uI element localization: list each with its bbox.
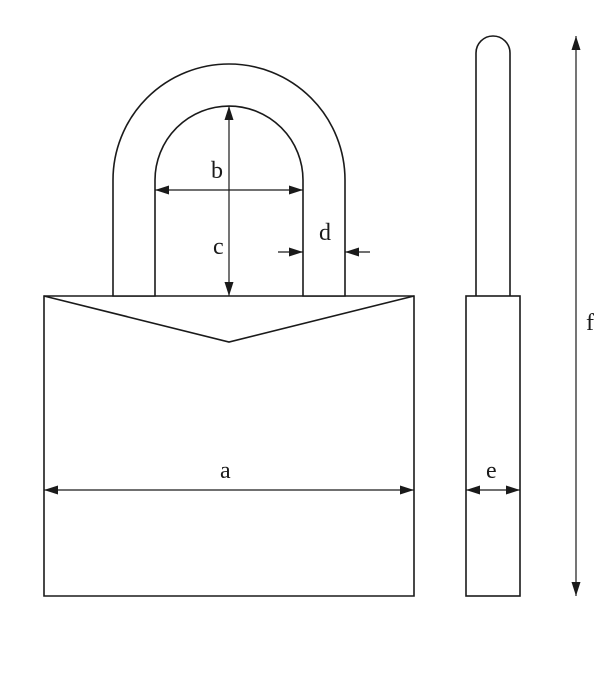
arrowhead	[572, 36, 581, 50]
arrowhead	[44, 486, 58, 495]
side-shackle	[476, 36, 510, 296]
arrowhead	[225, 282, 234, 296]
arrowhead	[225, 106, 234, 120]
arrowhead	[345, 248, 359, 257]
arrowhead	[400, 486, 414, 495]
arrowhead	[572, 582, 581, 596]
dim-a-label: a	[220, 458, 231, 484]
arrowhead	[466, 486, 480, 495]
arrowhead	[506, 486, 520, 495]
front-body-chevron	[44, 296, 414, 342]
dim-e-label: e	[486, 458, 497, 484]
dim-c-label: c	[213, 234, 224, 260]
dim-f-label: f	[586, 310, 594, 336]
dim-d-label: d	[319, 220, 331, 246]
arrowhead	[155, 186, 169, 195]
arrowhead	[289, 248, 303, 257]
arrowhead	[289, 186, 303, 195]
front-body-outline	[44, 296, 414, 596]
dim-b-label: b	[211, 158, 223, 184]
side-body-outline	[466, 296, 520, 596]
